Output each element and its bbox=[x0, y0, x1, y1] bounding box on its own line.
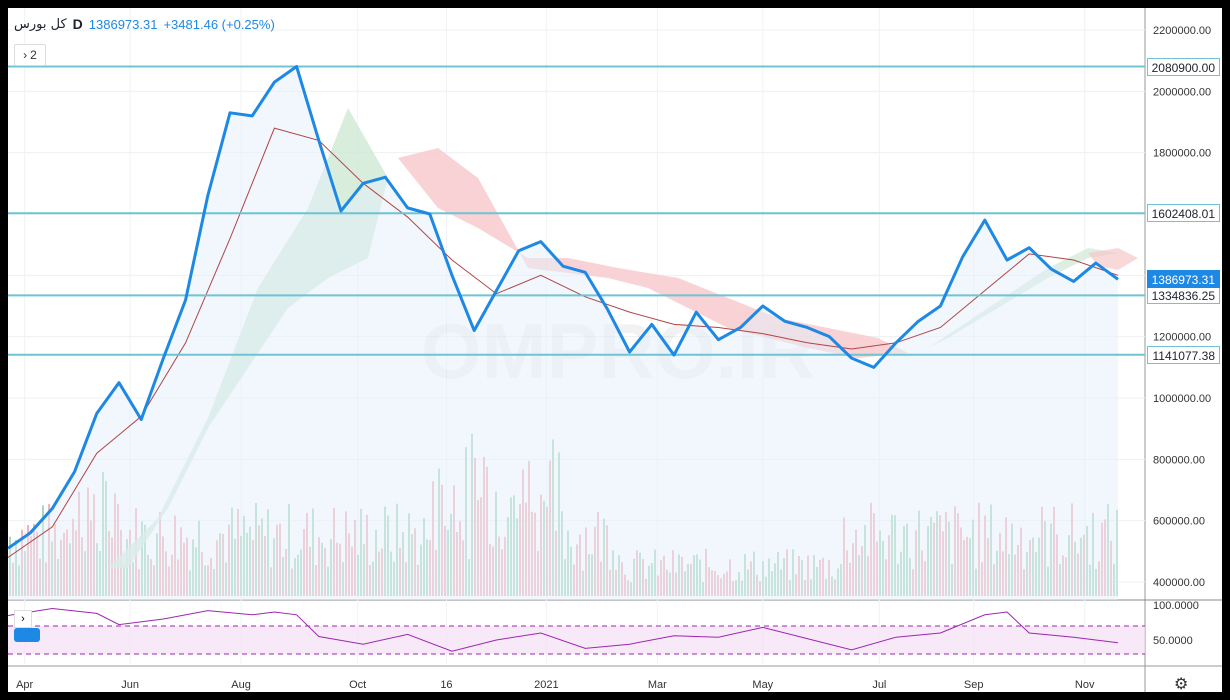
x-tick-label: Sep bbox=[964, 679, 984, 691]
y-tick-label: 400000.00 bbox=[1153, 577, 1205, 589]
time-axis[interactable]: Apr Jun Aug Oct 16 2021 Mar May Jul Sep Nov bbox=[16, 679, 1095, 691]
horizontal-level-price-tag[interactable]: 1141077.38 bbox=[1147, 345, 1220, 364]
series-line-base bbox=[8, 127, 1119, 558]
x-tick-label: Jun bbox=[121, 679, 139, 691]
x-tick-label: Jul bbox=[872, 679, 886, 691]
settings-gear-icon[interactable]: ⚙ bbox=[1174, 674, 1189, 692]
change-label: +3481.46 (+0.25%) bbox=[163, 16, 275, 32]
y-tick-label: 800000.00 bbox=[1153, 454, 1205, 466]
x-tick-label: 2021 bbox=[534, 679, 558, 691]
price-area-fill bbox=[8, 66, 1118, 601]
y-tick-label: 2200000.00 bbox=[1153, 25, 1211, 37]
rsi-y-tick-label: 100.0000 bbox=[1153, 600, 1199, 612]
indicators-collapse-button[interactable]: › 2 bbox=[14, 44, 46, 66]
x-tick-label: Mar bbox=[648, 679, 667, 691]
horizontal-level-price-tag[interactable]: 1602408.01 bbox=[1146, 204, 1220, 223]
symbol-name[interactable]: کل بورس bbox=[14, 16, 67, 32]
y-tick-label: 600000.00 bbox=[1153, 516, 1205, 528]
chevron-right-icon: › bbox=[21, 613, 25, 625]
x-tick-label: May bbox=[752, 679, 773, 691]
last-price-label: 1386973.31 bbox=[88, 16, 158, 32]
x-tick-label: Apr bbox=[16, 679, 33, 691]
indicator-count: 2 bbox=[30, 48, 37, 62]
rsi-y-tick-label: 50.0000 bbox=[1153, 635, 1193, 647]
rsi-pane: 100.0000 50.0000 bbox=[8, 600, 1199, 655]
series-line-rsi bbox=[8, 607, 1119, 652]
x-tick-label: Nov bbox=[1075, 679, 1095, 691]
x-tick-label: Oct bbox=[349, 679, 366, 691]
series-line-price[interactable] bbox=[8, 65, 1119, 550]
y-tick-label: 1000000.00 bbox=[1153, 393, 1211, 405]
chevron-right-icon: › bbox=[23, 48, 28, 62]
chart-legend: کل بورس D 1386973.31 +3481.46 (+0.25%) bbox=[14, 16, 275, 32]
y-tick-label: 2000000.00 bbox=[1153, 86, 1211, 98]
rsi-indicator-icon[interactable] bbox=[14, 628, 40, 642]
timeframe-label[interactable]: D bbox=[72, 16, 83, 32]
chart-canvas[interactable]: OMPRO.IR2200000.002000000.001800000.0016… bbox=[8, 8, 1222, 692]
x-tick-label: Aug bbox=[231, 679, 251, 691]
chart-frame: OMPRO.IR2200000.002000000.001800000.0016… bbox=[8, 8, 1222, 692]
x-tick-label: 16 bbox=[440, 679, 452, 691]
horizontal-level-price-tag[interactable]: 2080900.00 bbox=[1146, 57, 1220, 76]
y-tick-label: 1200000.00 bbox=[1153, 332, 1211, 344]
rsi-band bbox=[8, 626, 1145, 654]
rsi-collapse-button[interactable]: › bbox=[14, 610, 32, 628]
last-price-tag: 1386973.31 bbox=[1146, 270, 1220, 289]
y-tick-label: 1800000.00 bbox=[1153, 148, 1211, 160]
horizontal-level-price-tag[interactable]: 1334836.25 bbox=[1146, 286, 1220, 305]
